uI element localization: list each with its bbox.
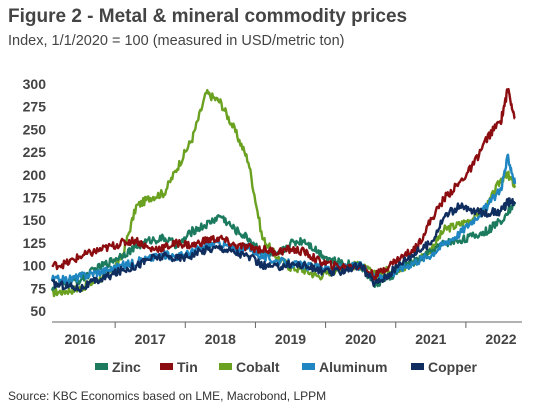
series-line-zinc — [50, 200, 517, 292]
legend-swatch-tin — [160, 363, 173, 370]
y-tick-label: 250 — [23, 121, 47, 137]
legend-label-aluminum: Aluminum — [319, 359, 387, 375]
x-tick-label: 2019 — [275, 331, 306, 347]
x-tick-label: 2021 — [415, 331, 446, 347]
series-line-tin — [51, 87, 516, 281]
legend: Zinc Tin Cobalt Aluminum Copper — [95, 359, 478, 375]
axes: 50 75 100 125 150 175 200 225 250 275 300 2016 2017 2… — [23, 76, 522, 347]
y-tick-label: 50 — [30, 303, 46, 319]
y-tick-label: 100 — [23, 258, 47, 274]
legend-swatch-zinc — [95, 363, 108, 370]
legend-label-cobalt: Cobalt — [236, 359, 280, 375]
legend-swatch-aluminum — [302, 363, 315, 370]
y-tick-label: 125 — [23, 235, 47, 251]
legend-label-copper: Copper — [428, 359, 478, 375]
x-tick-label: 2018 — [205, 331, 236, 347]
y-tick-label: 75 — [30, 280, 46, 296]
x-tick-label: 2022 — [485, 331, 516, 347]
chart-subtitle: Index, 1/1/2020 = 100 (measured in USD/m… — [8, 33, 345, 49]
legend-label-zinc: Zinc — [112, 359, 141, 375]
y-tick-label: 150 — [23, 212, 47, 228]
series-line-copper — [51, 197, 517, 293]
series-lines — [50, 87, 517, 298]
y-tick-label: 200 — [23, 167, 47, 183]
y-tick-label: 275 — [23, 99, 47, 115]
legend-swatch-copper — [411, 363, 424, 370]
y-tick-label: 175 — [23, 190, 47, 206]
chart-title: Figure 2 - Metal & mineral commodity pri… — [8, 6, 408, 27]
x-tick-label: 2020 — [345, 331, 376, 347]
y-tick-label: 225 — [23, 144, 47, 160]
x-tick-label: 2016 — [64, 331, 95, 347]
series-line-cobalt — [51, 88, 517, 298]
source-note: Source: KBC Economics based on LME, Macr… — [8, 389, 327, 403]
x-tick-label: 2017 — [135, 331, 166, 347]
legend-label-tin: Tin — [177, 359, 198, 375]
legend-swatch-cobalt — [219, 363, 232, 370]
y-tick-label: 300 — [23, 76, 47, 92]
